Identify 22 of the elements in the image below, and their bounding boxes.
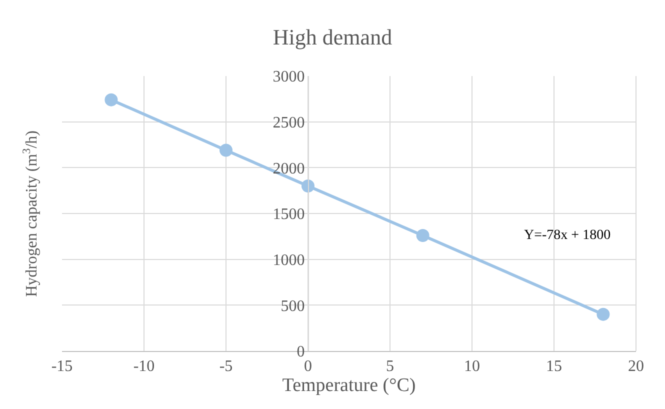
x-axis-title: Temperature (°C)	[282, 375, 416, 396]
point	[220, 144, 232, 157]
y-tick-label: 500	[280, 298, 305, 315]
y-tick-label: 2000	[272, 160, 305, 178]
x-tick-label: -15	[51, 358, 73, 376]
x-tick-label: -10	[133, 358, 155, 376]
x-tick-label: -5	[219, 358, 233, 376]
y-tick-label: 0	[296, 344, 305, 361]
chart-title: High demand	[272, 24, 392, 50]
point	[596, 308, 610, 321]
point	[104, 93, 118, 106]
y-tick-label: 1500	[272, 206, 305, 224]
x-tick-label: 5	[386, 358, 394, 376]
x-tick-label: 20	[628, 358, 644, 376]
annotation: Y=-78x + 1800	[524, 228, 611, 243]
y-tick-label: 2500	[272, 114, 305, 132]
point	[416, 229, 430, 242]
x-tick-label: 15	[546, 358, 562, 376]
x-tick-label: 10	[464, 358, 480, 376]
y-tick-label: 3000	[272, 68, 305, 86]
y-tick-label: 1000	[272, 252, 305, 269]
point	[302, 180, 314, 192]
